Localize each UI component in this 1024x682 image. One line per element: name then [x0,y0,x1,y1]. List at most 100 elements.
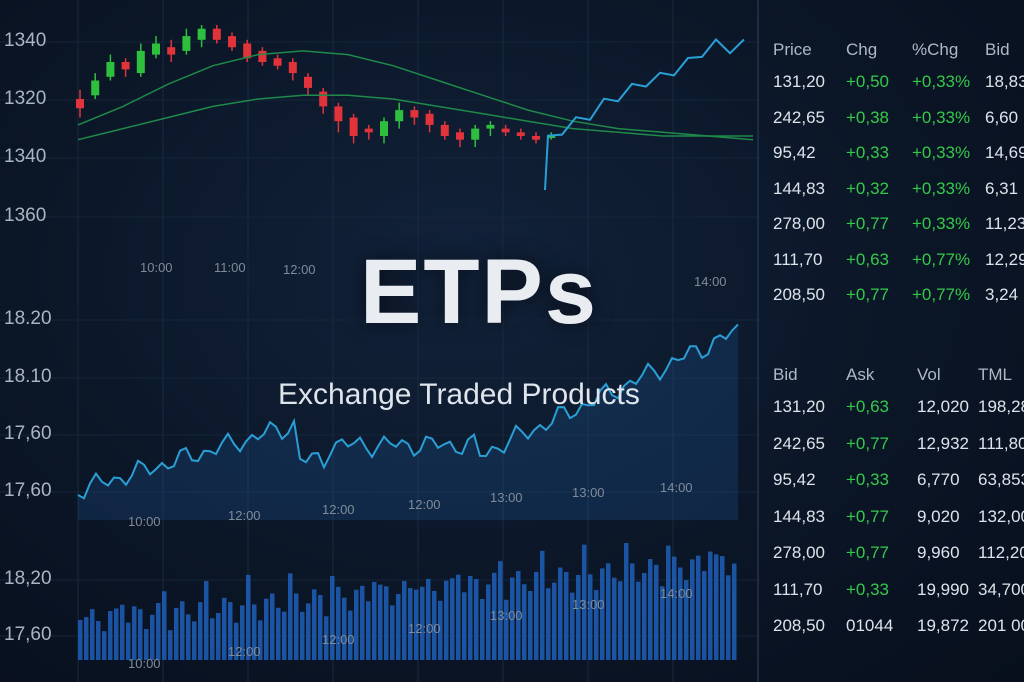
column-header: Ask [846,365,875,384]
volume-bar [642,573,647,660]
volume-bar [654,564,659,660]
x-axis-label: 14:00 [660,586,693,601]
table-cell: 18,83 [985,72,1024,91]
volume-bar [522,584,527,660]
volume-bar [468,576,473,660]
candle-body [425,113,434,125]
table-cell: 144,83 [773,506,825,526]
candle-body [273,58,282,66]
table-cell: 63,853 [978,470,1024,489]
volume-bar [582,544,587,660]
volume-bar [144,629,149,660]
x-axis-label: 12:00 [322,632,355,647]
volume-bar [408,588,413,660]
volume-bar [540,550,545,660]
volume-bar [120,604,125,660]
y-axis-label: 17,60 [4,423,52,444]
volume-bar [462,592,467,660]
volume-bar [648,559,653,660]
candle-body [440,124,449,136]
candle-body [212,28,221,40]
volume-bar [228,602,233,660]
candle-body [471,128,480,140]
x-axis-label: 12:00 [408,497,441,512]
volume-bar [624,543,629,660]
table-cell: 34,700 [978,579,1024,599]
column-header: Bid [985,40,1010,59]
table-cell: +0,32 [846,178,890,198]
volume-bar [288,573,293,660]
table-cell: +0,77 [846,543,890,562]
volume-bar [78,620,83,660]
table-cell: +0,77 [846,433,890,453]
volume-bar [84,617,89,660]
volume-bar [294,593,299,660]
volume-bar [546,588,551,660]
x-axis-label: 12:00 [322,502,355,517]
volume-bar [330,576,335,660]
table-cell: +0,77% [912,285,971,304]
candle-body [516,132,525,136]
table-cell: 12,29 [985,249,1024,269]
volume-bar [708,551,713,660]
page-subtitle: Exchange Traded Products [278,378,640,411]
volume-bar [90,609,95,660]
table-cell: +0,33% [912,178,971,198]
volume-bar [618,581,623,660]
column-header: %Chg [912,40,959,59]
line-area-fill [78,324,738,520]
line-series [77,323,739,500]
volume-bar [426,578,431,660]
volume-bar [498,561,503,660]
volume-bar [306,603,311,660]
volume-bar [588,574,593,660]
volume-bar [570,592,575,660]
x-axis-label: 13:00 [572,597,605,612]
table-cell: 6,770 [917,470,960,489]
y-axis-label: 18,20 [4,568,52,589]
candle-body [76,99,84,109]
volume-bar [636,581,641,660]
candle-body [334,106,343,122]
candle-body [501,128,510,133]
volume-bar [516,571,521,660]
volume-bar [156,603,161,660]
volume-bar [348,610,353,660]
volume-bar [102,631,107,660]
volume-bar [450,578,455,660]
table-cell: +0,33% [912,214,971,233]
column-header: Price [773,40,812,59]
page-title: ETPs [360,241,599,343]
x-axis-label: 12:00 [228,508,261,523]
moving-average-fast [77,50,754,141]
volume-bar [360,585,365,660]
volume-bar [714,554,719,660]
candle-body [91,80,100,96]
table-cell: 19,990 [917,579,969,599]
volume-bar [600,568,605,660]
x-axis-label: 10:00 [128,514,161,529]
volume-bar [576,575,581,660]
table-cell: +0,63 [846,397,890,416]
volume-bar [384,586,389,660]
x-axis-label: 13:00 [490,490,523,505]
x-axis-label: 13:00 [572,485,605,500]
table-cell: 95,42 [773,143,816,162]
x-axis-label: 10:00 [140,260,173,275]
table-cell: 9,020 [917,506,960,526]
candle-body [106,62,115,77]
volume-bar [696,555,701,660]
candle-body [547,136,556,138]
volume-bar [504,599,509,660]
y-axis-label: 1340 [4,30,47,51]
candle-body [319,91,328,107]
candle-body [410,110,419,118]
moving-average-slow [77,94,753,141]
y-axis-label: 17,60 [4,624,52,645]
volume-bar [168,630,173,660]
table-cell: +0,33 [846,470,890,489]
table-cell: +0,77% [912,249,971,269]
volume-bar [432,590,437,660]
volume-bar [390,605,395,660]
